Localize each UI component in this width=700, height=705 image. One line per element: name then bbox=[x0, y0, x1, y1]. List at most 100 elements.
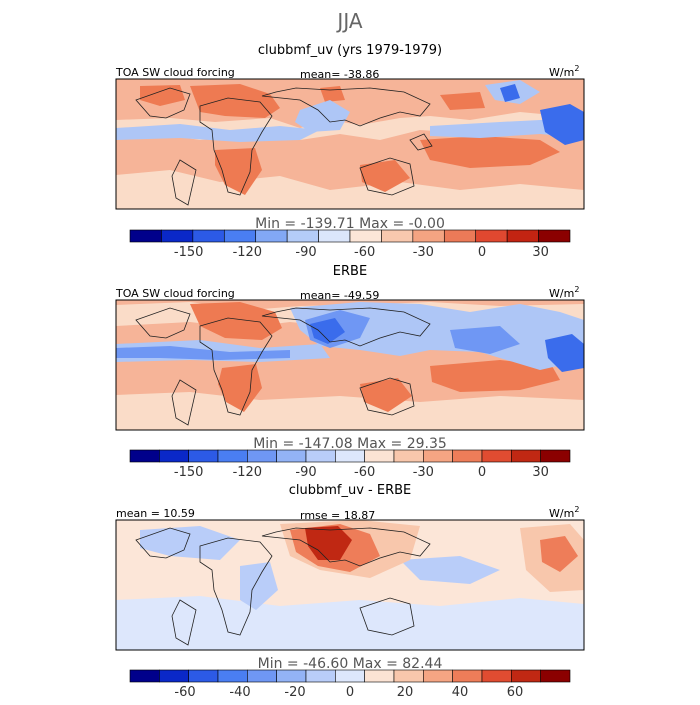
panel-2-region-cold bbox=[545, 334, 584, 372]
colorbar-swatch bbox=[192, 229, 225, 243]
panel-1-region-cold bbox=[540, 104, 584, 145]
colorbar-swatch bbox=[305, 449, 336, 463]
colorbar-swatch bbox=[247, 449, 277, 463]
panel-1-region-cool bbox=[116, 124, 320, 142]
panel-2-coastline bbox=[135, 307, 431, 426]
panel-2-region-warm bbox=[360, 378, 412, 412]
colorbar-tick-label: -60 bbox=[354, 245, 375, 260]
panel-3-region-cool bbox=[400, 556, 500, 584]
panel-2-title: ERBE bbox=[333, 264, 367, 279]
panel-1-map bbox=[116, 79, 584, 209]
panel-3-region-hot bbox=[305, 526, 352, 560]
panel-2-frame bbox=[115, 299, 585, 431]
panel-1-region-warm bbox=[360, 160, 410, 192]
panel-2-region-mid bbox=[116, 346, 290, 360]
panel-2-mean: mean= -49.59 bbox=[300, 289, 379, 302]
colorbar-tick-label: -90 bbox=[295, 465, 316, 480]
panel-1-region-warm bbox=[215, 148, 262, 195]
panel-1-region-warm bbox=[440, 92, 485, 110]
panel-1-region-warm bbox=[190, 84, 280, 118]
panel-1: clubbmf_uv (yrs 1979-1979) TOA SW cloud … bbox=[115, 43, 585, 260]
colorbar-swatch bbox=[452, 449, 483, 463]
panel-2-map bbox=[116, 300, 584, 430]
panel-3-region-cool bbox=[140, 526, 240, 560]
colorbar-swatch bbox=[393, 669, 424, 683]
panel-3-minmax: Min = -46.60 Max = 82.44 bbox=[258, 656, 443, 672]
colorbar-tick-label: -150 bbox=[174, 245, 204, 260]
panel-1-units: W/m2 bbox=[549, 64, 579, 79]
colorbar-tick-label: 20 bbox=[397, 685, 414, 700]
panel-3-region-warm bbox=[540, 536, 578, 572]
panel-3-frame bbox=[115, 519, 585, 651]
panel-1-region-cold bbox=[500, 84, 520, 102]
figure-title: JJA bbox=[335, 9, 362, 33]
panel-3-colorbar: -60 -40 -20 0 20 40 60 bbox=[129, 669, 571, 700]
panel-3-region-cool bbox=[116, 596, 584, 650]
colorbar-swatch bbox=[247, 669, 277, 683]
colorbar-tick-label: -150 bbox=[174, 465, 204, 480]
panel-3-map bbox=[116, 520, 584, 650]
colorbar-tick-label: -120 bbox=[233, 245, 263, 260]
colorbar-swatch bbox=[443, 229, 477, 243]
panel-1-frame bbox=[115, 78, 585, 210]
colorbar-tick-label: 0 bbox=[478, 465, 486, 480]
colorbar-swatch bbox=[423, 669, 453, 683]
colorbar-swatch bbox=[276, 669, 307, 683]
colorbar-tick-label: 40 bbox=[452, 685, 469, 700]
colorbar-swatch bbox=[393, 449, 424, 463]
colorbar-swatch bbox=[506, 229, 539, 243]
colorbar-tick-label: -90 bbox=[295, 245, 316, 260]
panel-3-title: clubbmf_uv - ERBE bbox=[289, 483, 412, 498]
colorbar-swatch bbox=[412, 229, 445, 243]
colorbar-swatch bbox=[188, 449, 219, 463]
panel-1-coastline bbox=[135, 87, 433, 206]
panel-1-left-label: TOA SW cloud forcing bbox=[115, 66, 235, 79]
colorbar-tick-label: -30 bbox=[413, 465, 434, 480]
colorbar-swatch bbox=[217, 449, 248, 463]
colorbar-swatch bbox=[255, 229, 288, 243]
panel-2-region-warm bbox=[430, 360, 560, 392]
colorbar-swatch bbox=[481, 449, 512, 463]
panel-3-units: W/m2 bbox=[549, 505, 579, 520]
colorbar-swatch bbox=[475, 229, 508, 243]
colorbar-swatch bbox=[364, 449, 395, 463]
colorbar-swatch bbox=[364, 669, 395, 683]
colorbar-tick-label: -30 bbox=[413, 245, 434, 260]
panel-1-region-warm bbox=[140, 85, 185, 106]
panel-1-mean: mean= -38.86 bbox=[300, 68, 379, 81]
colorbar-swatch bbox=[538, 229, 571, 243]
colorbar-swatch bbox=[188, 669, 219, 683]
panel-2-units: W/m2 bbox=[549, 285, 579, 300]
colorbar-swatch bbox=[223, 229, 257, 243]
colorbar-tick-label: 30 bbox=[532, 465, 549, 480]
colorbar-swatch bbox=[381, 229, 414, 243]
colorbar-swatch bbox=[276, 449, 307, 463]
colorbar-swatch bbox=[335, 449, 365, 463]
panel-1-region-light bbox=[116, 170, 584, 209]
panel-1-title: clubbmf_uv (yrs 1979-1979) bbox=[258, 43, 442, 58]
colorbar-swatch bbox=[481, 669, 512, 683]
panel-3: clubbmf_uv - ERBE mean = 10.59 rmse = 18… bbox=[115, 483, 585, 700]
panel-2-region-cold bbox=[310, 318, 345, 344]
colorbar-swatch bbox=[335, 669, 365, 683]
colorbar-tick-label: 0 bbox=[478, 245, 486, 260]
colorbar-tick-label: 0 bbox=[346, 685, 354, 700]
panel-1-colorbar: -150 -120 -90 -60 -30 0 30 bbox=[129, 229, 571, 260]
panel-3-region-cool bbox=[240, 562, 278, 610]
colorbar-swatch bbox=[159, 669, 189, 683]
panel-3-left-label: mean = 10.59 bbox=[116, 507, 195, 520]
colorbar-swatch bbox=[540, 669, 571, 683]
colorbar-swatch bbox=[129, 229, 162, 243]
colorbar-swatch bbox=[423, 449, 453, 463]
colorbar-tick-label: 60 bbox=[507, 685, 524, 700]
panel-1-region-cool bbox=[295, 100, 350, 132]
colorbar-swatch bbox=[161, 229, 194, 243]
colorbar-swatch bbox=[511, 449, 541, 463]
panel-2-colorbar: -150 -120 -90 -60 -30 0 30 bbox=[129, 449, 571, 480]
colorbar-swatch bbox=[129, 669, 160, 683]
panel-2-left-label: TOA SW cloud forcing bbox=[115, 287, 235, 300]
panel-1-minmax: Min = -139.71 Max = -0.00 bbox=[255, 216, 445, 232]
panel-2-region-warm bbox=[218, 364, 262, 412]
colorbar-swatch bbox=[511, 669, 541, 683]
colorbar-tick-label: -120 bbox=[233, 465, 263, 480]
